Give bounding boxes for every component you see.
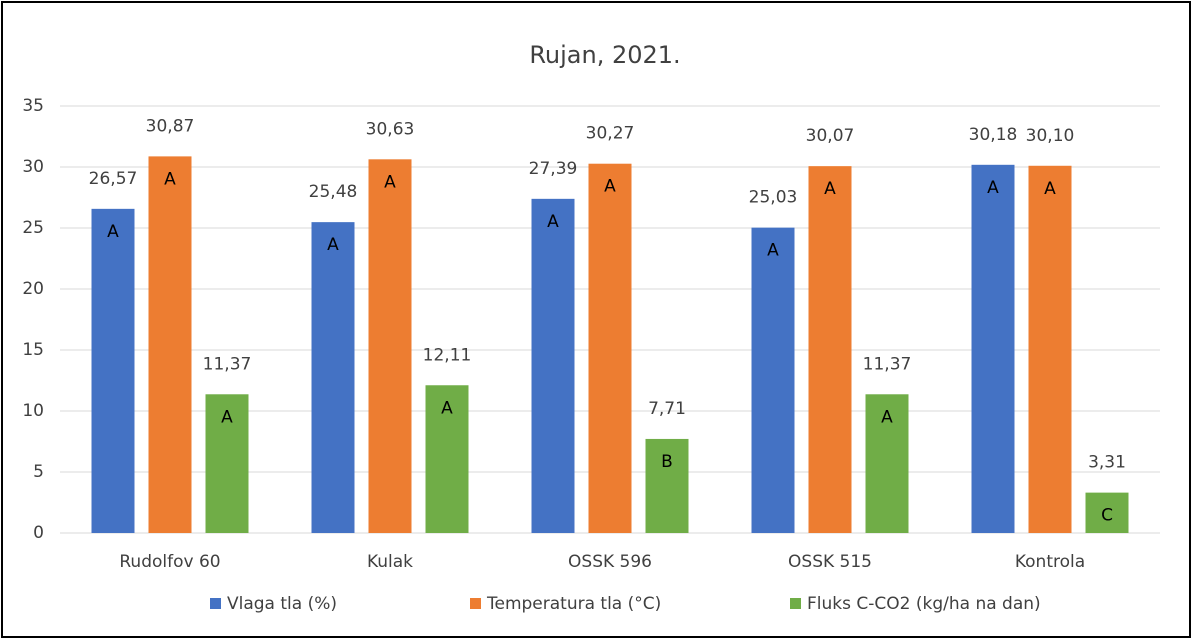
bar <box>1028 165 1072 533</box>
value-label: 30,07 <box>806 126 855 146</box>
value-label: 7,71 <box>648 399 686 419</box>
value-label: 30,87 <box>146 116 195 136</box>
significance-letter: A <box>441 398 453 418</box>
chart-title: Rujan, 2021. <box>529 41 680 69</box>
bar <box>425 385 469 533</box>
y-tick-label: 10 <box>22 401 44 421</box>
value-label: 30,18 <box>969 125 1018 145</box>
bar <box>311 222 355 534</box>
significance-letter: C <box>1101 506 1113 526</box>
value-label: 30,10 <box>1026 126 1075 146</box>
y-tick-label: 5 <box>33 462 44 482</box>
significance-letter: A <box>164 169 176 189</box>
y-tick-label: 20 <box>22 279 44 299</box>
significance-letter: A <box>547 212 559 232</box>
significance-letter: A <box>221 407 233 427</box>
significance-letter: A <box>824 179 836 199</box>
bar <box>148 156 192 534</box>
significance-letter: A <box>384 172 396 192</box>
significance-letter: A <box>1044 179 1056 199</box>
x-tick-label: Kontrola <box>1015 552 1085 572</box>
bar <box>205 394 249 533</box>
x-tick-label: Kulak <box>367 552 413 572</box>
x-tick-label: Rudolfov 60 <box>119 552 220 572</box>
significance-letter: A <box>327 235 339 255</box>
legend-label: Fluks C-CO2 (kg/ha na dan) <box>807 594 1041 614</box>
value-label: 11,37 <box>863 354 912 374</box>
bar <box>645 438 689 533</box>
value-label: 30,63 <box>366 119 415 139</box>
value-label: 27,39 <box>529 159 578 179</box>
y-tick-label: 30 <box>22 157 44 177</box>
significance-letter: A <box>767 241 779 261</box>
significance-letter: A <box>107 222 119 242</box>
y-tick-label: 0 <box>33 523 44 543</box>
bar <box>751 227 795 533</box>
value-label: 25,03 <box>749 188 798 208</box>
legend-swatch <box>790 598 801 609</box>
x-tick-label: OSSK 515 <box>788 552 872 572</box>
value-label: 26,57 <box>89 169 138 189</box>
y-tick-label: 35 <box>22 96 44 116</box>
legend-label: Vlaga tla (%) <box>227 594 337 614</box>
value-label: 30,27 <box>586 124 635 144</box>
bar <box>865 394 909 533</box>
legend-swatch <box>210 598 221 609</box>
bar <box>91 208 135 533</box>
bar <box>588 163 632 533</box>
significance-letter: A <box>604 177 616 197</box>
significance-letter: A <box>987 178 999 198</box>
bar <box>531 198 575 534</box>
value-label: 12,11 <box>423 345 472 365</box>
value-label: 25,48 <box>309 182 358 202</box>
significance-letter: A <box>881 407 893 427</box>
value-label: 3,31 <box>1088 453 1126 473</box>
bar <box>1085 492 1129 533</box>
significance-letter: B <box>661 452 673 472</box>
legend-swatch <box>470 598 481 609</box>
bar <box>971 164 1015 533</box>
legend-label: Temperatura tla (°C) <box>486 594 661 614</box>
value-label: 11,37 <box>203 354 252 374</box>
bar <box>368 159 412 533</box>
bar <box>808 166 852 533</box>
y-tick-label: 15 <box>22 340 44 360</box>
x-tick-label: OSSK 596 <box>568 552 652 572</box>
y-tick-label: 25 <box>22 218 44 238</box>
